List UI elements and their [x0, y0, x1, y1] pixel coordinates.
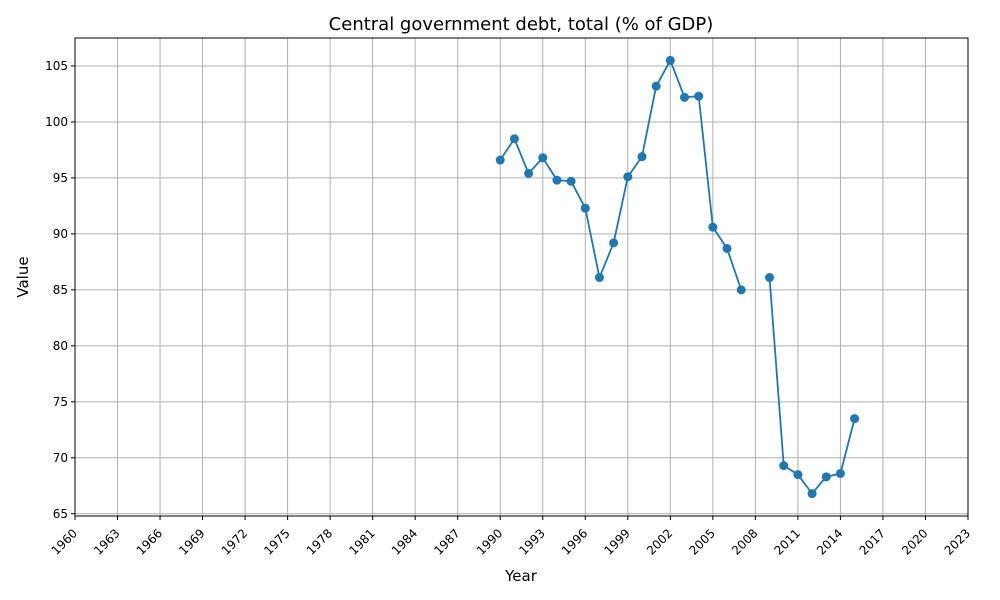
tick-layer: 1960 1963 1966 1969 1972 1975 1978 1981 1984 1987…	[45, 59, 973, 558]
data-point	[736, 285, 746, 295]
data-point	[779, 461, 789, 471]
y-tick-label: 95	[53, 171, 68, 185]
data-point	[609, 238, 619, 248]
x-tick-label: 1984	[389, 526, 420, 557]
y-tick-label: 70	[53, 451, 68, 465]
data-point	[665, 55, 675, 65]
x-tick-label: 1990	[474, 526, 505, 557]
data-point	[594, 273, 604, 283]
data-point	[765, 273, 775, 283]
data-point	[524, 168, 534, 178]
x-tick-label: 1975	[261, 526, 292, 557]
x-tick-label: 2011	[772, 526, 803, 557]
data-point	[821, 472, 831, 482]
y-tick-label: 100	[45, 115, 68, 129]
y-tick-label: 85	[53, 283, 68, 297]
x-tick-label: 1969	[176, 526, 207, 557]
y-tick-label: 105	[45, 59, 68, 73]
data-point	[495, 155, 505, 165]
data-point	[580, 203, 590, 213]
x-tick-label: 2023	[942, 526, 973, 557]
y-tick-label: 65	[53, 507, 68, 521]
y-tick-label: 75	[53, 395, 68, 409]
x-tick-label: 2017	[857, 526, 888, 557]
x-tick-label: 1963	[91, 526, 122, 557]
data-point	[680, 92, 690, 102]
data-point	[509, 134, 519, 144]
x-tick-label: 1987	[431, 526, 462, 557]
y-tick-label: 80	[53, 339, 68, 353]
x-tick-label: 1960	[49, 526, 80, 557]
x-tick-label: 2008	[729, 526, 760, 557]
x-tick-label: 1981	[346, 526, 377, 557]
grid-layer	[74, 38, 969, 516]
data-point	[651, 81, 661, 91]
data-point	[623, 172, 633, 182]
data-point	[552, 175, 562, 185]
data-point	[807, 489, 817, 499]
data-point	[835, 468, 845, 478]
plot-frame	[74, 37, 969, 517]
series-line	[768, 277, 856, 496]
y-tick-label: 90	[53, 227, 68, 241]
data-point	[793, 470, 803, 480]
data-point	[538, 153, 548, 163]
y-axis-label: Value	[14, 256, 32, 297]
data-point	[694, 91, 704, 101]
x-tick-label: 1972	[219, 526, 250, 557]
x-tick-label: 2005	[686, 526, 717, 557]
x-tick-label: 1993	[516, 526, 547, 557]
x-tick-label: 2014	[814, 526, 845, 557]
x-tick-label: 2002	[644, 526, 675, 557]
x-tick-label: 1996	[559, 526, 590, 557]
chart-title: Central government debt, total (% of GDP…	[329, 14, 714, 35]
x-tick-label: 2020	[899, 526, 930, 557]
data-point	[722, 243, 732, 253]
x-axis-label: Year	[504, 567, 538, 585]
data-point	[566, 176, 576, 186]
x-tick-label: 1966	[134, 526, 165, 557]
data-point	[850, 414, 860, 424]
series-line	[499, 58, 743, 291]
series-layer	[495, 55, 860, 499]
x-tick-label: 1999	[601, 526, 632, 557]
data-point	[708, 222, 718, 232]
x-tick-label: 1978	[304, 526, 335, 557]
data-point	[637, 152, 647, 162]
